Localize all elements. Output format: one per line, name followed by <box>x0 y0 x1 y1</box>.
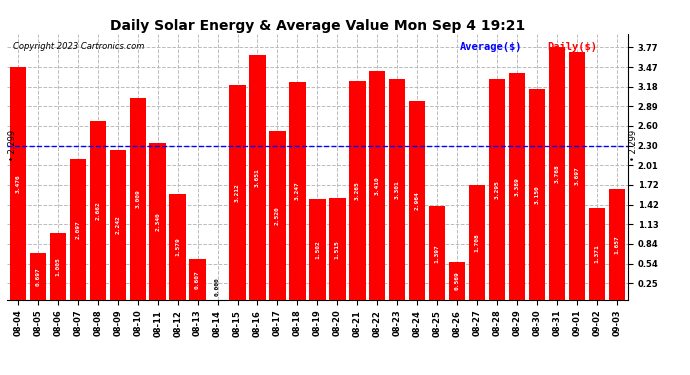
Text: 2.964: 2.964 <box>415 191 420 210</box>
Bar <box>10 67 26 300</box>
Bar <box>50 232 66 300</box>
Bar <box>409 101 426 300</box>
Text: 2.340: 2.340 <box>155 212 160 231</box>
Text: 0.569: 0.569 <box>455 272 460 290</box>
Text: 2.097: 2.097 <box>75 220 80 239</box>
Bar <box>329 198 346 300</box>
Text: Copyright 2023 Cartronics.com: Copyright 2023 Cartronics.com <box>13 42 144 51</box>
Text: 2.520: 2.520 <box>275 206 280 225</box>
Bar <box>30 253 46 300</box>
Bar <box>589 208 605 300</box>
Text: 3.476: 3.476 <box>15 174 21 193</box>
Bar <box>529 89 545 300</box>
Text: Average($): Average($) <box>460 42 523 52</box>
Bar <box>569 52 585 300</box>
Bar <box>489 79 505 300</box>
Bar <box>70 159 86 300</box>
Text: 1.502: 1.502 <box>315 240 320 259</box>
Bar <box>190 259 206 300</box>
Text: 3.301: 3.301 <box>395 180 400 199</box>
Bar <box>289 82 306 300</box>
Text: 1.005: 1.005 <box>55 257 60 276</box>
Text: 3.697: 3.697 <box>575 166 580 185</box>
Title: Daily Solar Energy & Average Value Mon Sep 4 19:21: Daily Solar Energy & Average Value Mon S… <box>110 19 525 33</box>
Bar <box>389 79 406 300</box>
Text: 1.708: 1.708 <box>475 233 480 252</box>
Bar <box>509 73 525 300</box>
Bar <box>469 186 485 300</box>
Text: 3.651: 3.651 <box>255 168 260 187</box>
Text: Daily($): Daily($) <box>547 42 597 52</box>
Text: 3.212: 3.212 <box>235 183 240 202</box>
Text: 3.389: 3.389 <box>515 177 520 196</box>
Text: 1.579: 1.579 <box>175 238 180 256</box>
Bar <box>269 131 286 300</box>
Bar <box>609 189 625 300</box>
Text: • 2.299: • 2.299 <box>629 130 638 161</box>
Text: 3.265: 3.265 <box>355 181 360 200</box>
Bar <box>229 85 246 300</box>
Text: 3.247: 3.247 <box>295 182 300 201</box>
Text: 1.515: 1.515 <box>335 240 340 259</box>
Bar <box>130 98 146 300</box>
Bar <box>349 81 366 300</box>
Text: • 2.299: • 2.299 <box>8 130 17 161</box>
Text: 3.410: 3.410 <box>375 176 380 195</box>
Bar <box>309 199 326 300</box>
Text: 3.009: 3.009 <box>135 190 140 209</box>
Bar <box>549 47 565 300</box>
Text: 1.397: 1.397 <box>435 244 440 262</box>
Bar <box>170 194 186 300</box>
Bar <box>429 206 445 300</box>
Text: 1.371: 1.371 <box>595 244 600 263</box>
Text: 0.607: 0.607 <box>195 270 200 289</box>
Bar <box>449 262 465 300</box>
Text: 0.697: 0.697 <box>35 267 40 286</box>
Bar <box>150 143 166 300</box>
Text: 3.150: 3.150 <box>535 185 540 204</box>
Bar <box>110 150 126 300</box>
Bar <box>249 55 266 300</box>
Text: 2.242: 2.242 <box>115 216 120 234</box>
Text: 2.662: 2.662 <box>95 201 100 220</box>
Bar <box>369 71 386 300</box>
Text: 3.768: 3.768 <box>555 164 560 183</box>
Text: 0.000: 0.000 <box>215 277 220 296</box>
Bar <box>90 122 106 300</box>
Text: 1.657: 1.657 <box>614 235 620 254</box>
Text: 3.295: 3.295 <box>495 180 500 199</box>
